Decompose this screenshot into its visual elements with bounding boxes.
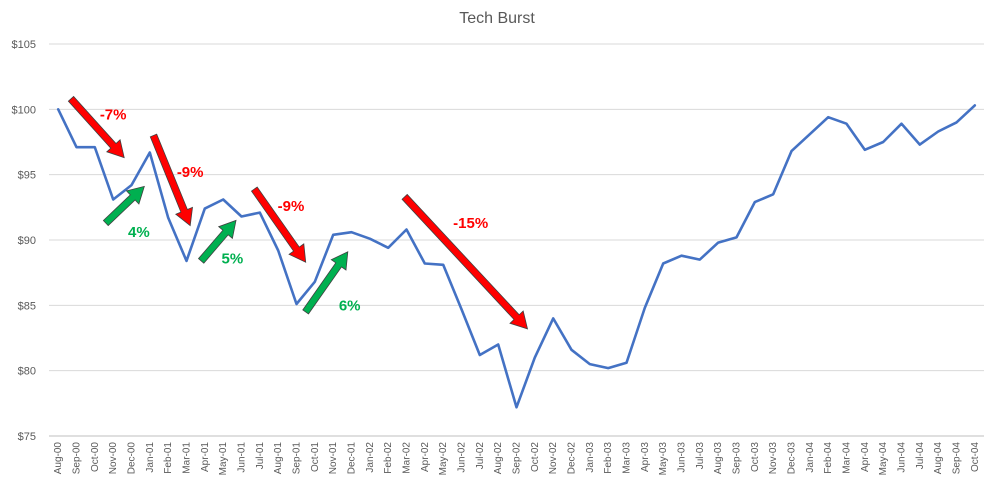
x-tick-label: Oct-02 [530, 442, 541, 472]
x-tick-label: Apr-02 [420, 442, 431, 472]
x-tick-label: Jan-01 [145, 442, 156, 473]
annotation-arrow [250, 186, 307, 263]
x-tick-label: Apr-04 [860, 442, 871, 472]
x-tick-label: Oct-00 [90, 442, 101, 472]
x-tick-label: Sep-02 [512, 442, 523, 475]
x-tick-label: Jan-02 [365, 442, 376, 473]
x-tick-label: Nov-01 [328, 442, 339, 475]
x-tick-label: Dec-02 [567, 442, 578, 475]
x-tick-label: Sep-04 [952, 442, 963, 475]
x-tick-label: Nov-03 [768, 442, 779, 475]
y-tick-label: $95 [18, 170, 36, 182]
annotation-label: -15% [453, 215, 488, 232]
x-tick-label: Feb-04 [823, 442, 834, 474]
annotation-arrow [401, 193, 529, 330]
x-tick-label: Feb-02 [383, 442, 394, 474]
x-tick-label: Jan-03 [585, 442, 596, 473]
x-tick-label: Aug-02 [493, 442, 504, 475]
gridlines [49, 43, 984, 437]
x-tick-label: Feb-03 [603, 442, 614, 474]
x-tick-label: May-02 [438, 442, 449, 476]
x-tick-label: May-03 [658, 442, 669, 476]
y-tick-label: $75 [18, 431, 36, 443]
annotation-label: 4% [128, 224, 150, 241]
x-tick-label: Sep-01 [292, 442, 303, 475]
x-tick-label: Nov-00 [108, 442, 119, 475]
x-tick-label: Dec-01 [347, 442, 358, 475]
series-line [56, 104, 977, 409]
chart-title: Tech Burst [459, 10, 535, 27]
x-axis-tick-labels: Aug-00 Sep-00 Oct-00 Nov-00 Dec-00 Jan-01 Feb-… [53, 442, 981, 476]
x-tick-label: Apr-01 [200, 442, 211, 472]
annotations-layer: -7% 4% -9% 5% -9% 6% -15% [67, 95, 529, 330]
y-tick-label: $90 [18, 235, 36, 247]
series-layer [56, 104, 977, 409]
annotation-label: -9% [278, 198, 305, 215]
x-tick-label: Aug-00 [53, 442, 64, 475]
x-tick-label: Dec-00 [127, 442, 138, 475]
x-tick-label: Jun-04 [897, 442, 908, 473]
x-tick-label: Oct-03 [750, 442, 761, 472]
y-tick-label: $85 [18, 300, 36, 312]
annotation-arrow [102, 185, 145, 227]
x-tick-label: Jul-04 [915, 442, 926, 470]
x-tick-label: Aug-04 [933, 442, 944, 475]
annotation-label: 6% [339, 297, 361, 314]
x-tick-label: Jul-02 [475, 442, 486, 470]
annotation-label: -9% [177, 164, 204, 181]
x-tick-label: Oct-01 [310, 442, 321, 472]
x-tick-label: Dec-03 [787, 442, 798, 475]
x-tick-label: Nov-02 [548, 442, 559, 475]
annotation-label: 5% [221, 250, 243, 267]
x-tick-label: Jun-01 [237, 442, 248, 473]
x-tick-label: Sep-03 [732, 442, 743, 475]
x-tick-label: Mar-03 [622, 442, 633, 474]
x-tick-label: May-01 [218, 442, 229, 476]
x-tick-label: Sep-00 [72, 442, 83, 475]
x-tick-label: Jan-04 [805, 442, 816, 473]
x-tick-label: Feb-01 [163, 442, 174, 474]
x-tick-label: Apr-03 [640, 442, 651, 472]
annotation-arrow [302, 251, 349, 315]
x-tick-label: Mar-04 [842, 442, 853, 474]
x-tick-label: Mar-02 [402, 442, 413, 474]
x-tick-label: Jul-03 [695, 442, 706, 470]
y-axis-tick-labels: $75 $80 $85 $90 $95 $100 $105 [12, 39, 36, 443]
x-tick-label: Jun-03 [677, 442, 688, 473]
x-tick-label: Mar-01 [182, 442, 193, 474]
annotation-arrow [197, 219, 237, 264]
y-tick-label: $100 [12, 104, 36, 116]
x-tick-label: Jul-01 [255, 442, 266, 470]
x-tick-label: Jun-02 [457, 442, 468, 473]
x-tick-label: Oct-04 [970, 442, 981, 472]
x-tick-label: Aug-03 [713, 442, 724, 475]
annotation-arrow [149, 133, 193, 227]
y-tick-label: $105 [12, 39, 36, 51]
y-tick-label: $80 [18, 366, 36, 378]
x-tick-label: Aug-01 [273, 442, 284, 475]
annotation-label: -7% [100, 107, 127, 124]
annotation-arrow [67, 95, 125, 159]
x-tick-label: May-04 [878, 442, 889, 476]
